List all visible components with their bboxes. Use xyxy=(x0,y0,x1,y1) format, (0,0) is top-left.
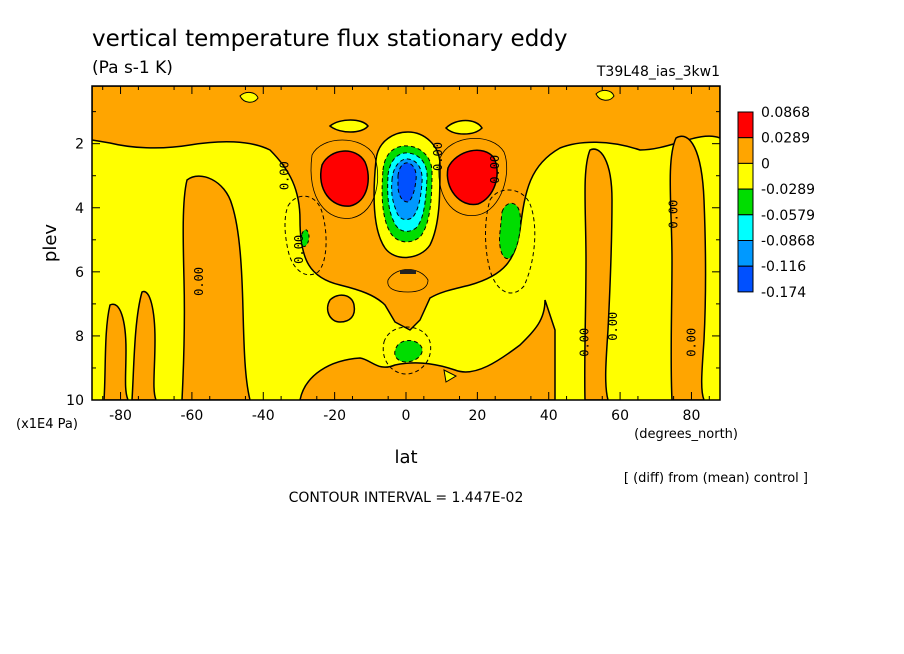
legend-level-label: -0.174 xyxy=(761,285,806,301)
y-tick-label: 10 xyxy=(66,393,84,409)
dashed-contour-right xyxy=(485,189,536,294)
legend-level-label: 0.0868 xyxy=(761,105,810,121)
contour-label-text: 0.00 xyxy=(684,328,698,357)
contour-value-label: 0.00 xyxy=(192,267,206,296)
contour-value-label: 0.00 xyxy=(488,155,502,184)
green-minimum-bottom xyxy=(394,340,423,363)
contour-value-label: 0.00 xyxy=(684,328,698,357)
x-tick-label: 40 xyxy=(540,408,558,424)
thin-contour-left xyxy=(310,139,379,219)
legend-level-label: -0.0868 xyxy=(761,234,815,250)
top-left-island xyxy=(239,91,259,103)
x-tick-label: -20 xyxy=(323,408,346,424)
x-tick-label: 0 xyxy=(402,408,411,424)
top-nh-island xyxy=(595,89,615,101)
orange-region-sh-strip-a xyxy=(103,303,129,400)
x-tick-label: 60 xyxy=(611,408,629,424)
legend-swatch xyxy=(737,214,754,242)
contour-value-label: 0.00 xyxy=(577,328,591,357)
legend-swatch xyxy=(737,188,754,216)
footnote: [ (diff) from (mean) control ] xyxy=(624,471,808,486)
legend-level-label: 0.0289 xyxy=(761,131,810,147)
x-axis-units: (degrees_north) xyxy=(634,427,738,442)
contour-value-label: 0.00 xyxy=(667,200,681,229)
legend-level-label: -0.0289 xyxy=(761,182,815,198)
run-label: T39L48_ias_3kw1 xyxy=(596,64,720,80)
chart-title: vertical temperature flux stationary edd… xyxy=(92,26,568,52)
x-tick-label: 20 xyxy=(468,408,486,424)
contour-value-label: 0.00 xyxy=(606,312,620,341)
x-tick-labels: -80 -60 -40 -20 0 20 40 60 80 xyxy=(109,408,700,424)
orange-region-sh-column xyxy=(181,175,251,400)
blue-core-region xyxy=(397,162,417,203)
contour-labels: 0.00 0.00 0.00 0.00 0.00 0.00 0.00 0.00 0.00 xyxy=(192,142,698,357)
contour-label-text: 0.00 xyxy=(606,312,620,341)
orange-region-sh-strip-b xyxy=(131,290,157,400)
yellow-island-a xyxy=(328,119,369,133)
green-minimum-right xyxy=(499,202,521,260)
contour-value-label: 0.00 xyxy=(278,161,292,190)
chart-units: (Pa s-1 K) xyxy=(92,58,173,78)
y-axis-units: (x1E4 Pa) xyxy=(16,417,78,432)
dark-marker-mid xyxy=(400,270,416,274)
x-tick-label: -60 xyxy=(180,408,203,424)
green-minimum-left xyxy=(300,229,310,247)
red-maximum-left xyxy=(320,150,369,207)
legend-swatch xyxy=(737,137,754,164)
dashed-contour-bottom xyxy=(382,326,432,375)
contour-label-text: 0.00 xyxy=(192,267,206,296)
y-tick-label: 6 xyxy=(75,265,84,281)
x-tick-label: 80 xyxy=(683,408,701,424)
legend-level-label: -0.116 xyxy=(761,259,806,275)
y-axis-label: plev xyxy=(40,224,61,263)
legend-swatch xyxy=(737,240,754,267)
red-maximum-right xyxy=(446,149,498,206)
contour-interval: CONTOUR INTERVAL = 1.447E-02 xyxy=(289,490,524,506)
orange-region-bottom-centre xyxy=(299,299,556,400)
y-tick-label: 8 xyxy=(75,329,84,345)
contour-label-text: 0.00 xyxy=(292,235,306,264)
x-tick-label: -40 xyxy=(252,408,275,424)
thin-contour-mid-lower xyxy=(387,269,429,293)
legend-swatch xyxy=(737,111,754,139)
small-triangle xyxy=(443,369,458,383)
axis-ticks xyxy=(92,86,720,401)
contour-label-text: 0.00 xyxy=(431,142,445,171)
color-legend: 0.0868 0.0289 0 -0.0289 -0.0579 -0.0868 -0.116… xyxy=(737,105,815,301)
dashed-contour-left xyxy=(284,195,327,276)
legend-swatch xyxy=(737,162,754,190)
contour-label-text: 0.00 xyxy=(278,161,292,190)
contour-value-label: 0.00 xyxy=(292,235,306,264)
orange-region-nh-column-b xyxy=(669,135,707,400)
plot-area: 0.00 0.00 0.00 0.00 0.00 0.00 0.00 0.00 0.00 xyxy=(91,85,721,401)
thin-contour-right xyxy=(438,138,508,217)
orange-region-nh-column-a xyxy=(583,148,613,400)
legend-swatch xyxy=(737,265,754,293)
contour-label-text: 0.00 xyxy=(577,328,591,357)
y-tick-label: 2 xyxy=(75,137,84,153)
x-tick-label: -80 xyxy=(109,408,132,424)
contour-value-label: 0.00 xyxy=(431,142,445,171)
contour-label-text: 0.00 xyxy=(488,155,502,184)
legend-level-label: 0 xyxy=(761,156,770,172)
legend-level-label: -0.0579 xyxy=(761,208,815,224)
x-axis-label: lat xyxy=(394,447,417,468)
orange-region-sh-small xyxy=(326,294,356,323)
y-tick-labels: 2 4 6 8 10 xyxy=(66,137,84,409)
y-tick-label: 4 xyxy=(75,201,84,217)
contour-label-text: 0.00 xyxy=(667,200,681,229)
yellow-island-b xyxy=(444,119,483,135)
